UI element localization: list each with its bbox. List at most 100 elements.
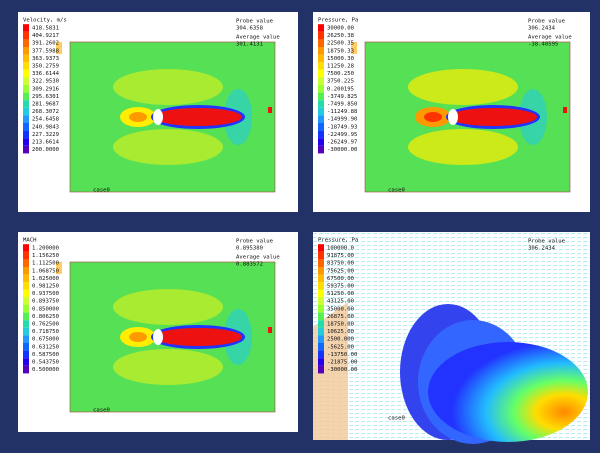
legend-label: 0.718750 — [32, 329, 59, 335]
legend-swatch — [23, 85, 29, 93]
legend-swatch — [318, 54, 324, 63]
legend-swatch — [23, 107, 29, 116]
legend-label: 309.2916 — [32, 86, 59, 92]
legend-swatch — [23, 130, 29, 139]
legend-swatch — [23, 123, 29, 131]
legend-swatch — [318, 77, 324, 85]
legend-title: Pressure, Pa — [318, 238, 358, 244]
legend-swatch — [318, 100, 324, 108]
legend-swatch — [318, 62, 324, 70]
body-nose — [153, 109, 163, 125]
legend-label: -26249.97 — [327, 140, 357, 146]
probe-marker — [268, 327, 272, 333]
legend-swatch — [318, 282, 324, 290]
legend-swatch — [318, 320, 324, 328]
legend-swatch — [23, 244, 29, 252]
legend-label: 336.6144 — [32, 71, 60, 77]
legend-swatch — [318, 365, 324, 374]
legend-swatch — [23, 259, 29, 267]
probe-value: 0.895380 — [236, 246, 263, 252]
legend-label: 18750.00 — [327, 322, 354, 328]
legend-swatch — [318, 85, 324, 93]
average-label: Average value — [236, 35, 280, 41]
legend-label: -30000.00 — [327, 367, 357, 373]
legend-swatch — [318, 267, 324, 275]
legend-swatch — [318, 138, 324, 146]
axis-marker — [56, 42, 62, 54]
legend-swatch — [318, 289, 324, 298]
legend-label: -22499.95 — [327, 132, 357, 138]
legend-swatch — [318, 244, 324, 252]
legend-swatch — [23, 69, 29, 78]
average-label: Average value — [236, 255, 280, 261]
legend-label: 404.9217 — [32, 33, 59, 39]
legend-swatch — [23, 39, 29, 47]
legend-label: 0.500000 — [32, 367, 59, 373]
legend-label: -13750.00 — [327, 352, 357, 358]
legend-swatch — [318, 343, 324, 351]
legend-label: 0.675000 — [32, 337, 59, 343]
legend-label: 10625.00 — [327, 329, 354, 335]
case-label: case0 — [388, 416, 405, 422]
legend-label: 83750.00 — [327, 261, 354, 267]
case-label: case0 — [93, 188, 110, 194]
legend-label: 43125.00 — [327, 299, 354, 305]
legend-swatch — [318, 312, 324, 321]
legend-swatch — [318, 358, 324, 366]
legend-swatch — [23, 145, 29, 154]
average-value: 301.4131 — [236, 42, 263, 48]
legend-label: 0.981250 — [32, 284, 59, 290]
probe-value: 306.2434 — [528, 26, 556, 32]
legend-label: 350.2759 — [32, 64, 59, 70]
legend-label: 18750.33 — [327, 48, 354, 54]
legend-swatch — [318, 107, 324, 116]
legend-label: 35000.00 — [327, 306, 354, 312]
legend-label: 0.893750 — [32, 299, 59, 305]
legend-swatch — [318, 39, 324, 47]
legend-label: 67500.00 — [327, 276, 354, 282]
legend-swatch — [23, 31, 29, 40]
legend-title: Velocity, m/s — [23, 18, 67, 24]
body-nose — [448, 109, 458, 125]
legend-label: 26250.38 — [327, 33, 355, 39]
legend-swatch — [23, 24, 29, 32]
legend-swatch — [23, 305, 29, 313]
case-label: case0 — [388, 188, 405, 194]
legend-label: 268.3072 — [32, 109, 59, 115]
legend-label: 0.937500 — [32, 291, 59, 297]
probe-label: Probe value — [236, 239, 274, 245]
legend-label: 59375.00 — [327, 284, 354, 290]
legend-label: 0.200195 — [327, 86, 354, 92]
legend-label: 1.025000 — [32, 276, 59, 282]
legend-label: 30000.00 — [327, 26, 354, 32]
probe-label: Probe value — [236, 19, 274, 25]
legend-label: -3749.825 — [327, 94, 357, 100]
legend-label: 51250.00 — [327, 291, 354, 297]
contour — [113, 289, 223, 325]
legend-swatch — [23, 282, 29, 290]
legend-swatch — [318, 274, 324, 283]
legend-title: MACH — [23, 238, 36, 244]
axis-marker — [351, 42, 357, 54]
legend-swatch — [23, 138, 29, 146]
legend-swatch — [23, 335, 29, 343]
probe-label: Probe value — [528, 19, 566, 25]
legend-label: 377.5988 — [32, 48, 60, 54]
legend-swatch — [318, 251, 324, 260]
legend-label: 75625.00 — [327, 268, 354, 274]
legend-label: -18749.93 — [327, 124, 357, 130]
legend-label: 0.587500 — [32, 352, 59, 358]
legend-label: 254.6458 — [32, 117, 60, 123]
legend-swatch — [23, 251, 29, 260]
legend-label: 363.9373 — [32, 56, 59, 62]
legend-swatch — [23, 267, 29, 275]
legend-swatch — [23, 92, 29, 101]
legend-swatch — [23, 77, 29, 85]
contour — [113, 129, 223, 165]
legend-title: Pressure, Pa — [318, 18, 358, 24]
contour — [408, 69, 518, 105]
body — [154, 328, 242, 346]
